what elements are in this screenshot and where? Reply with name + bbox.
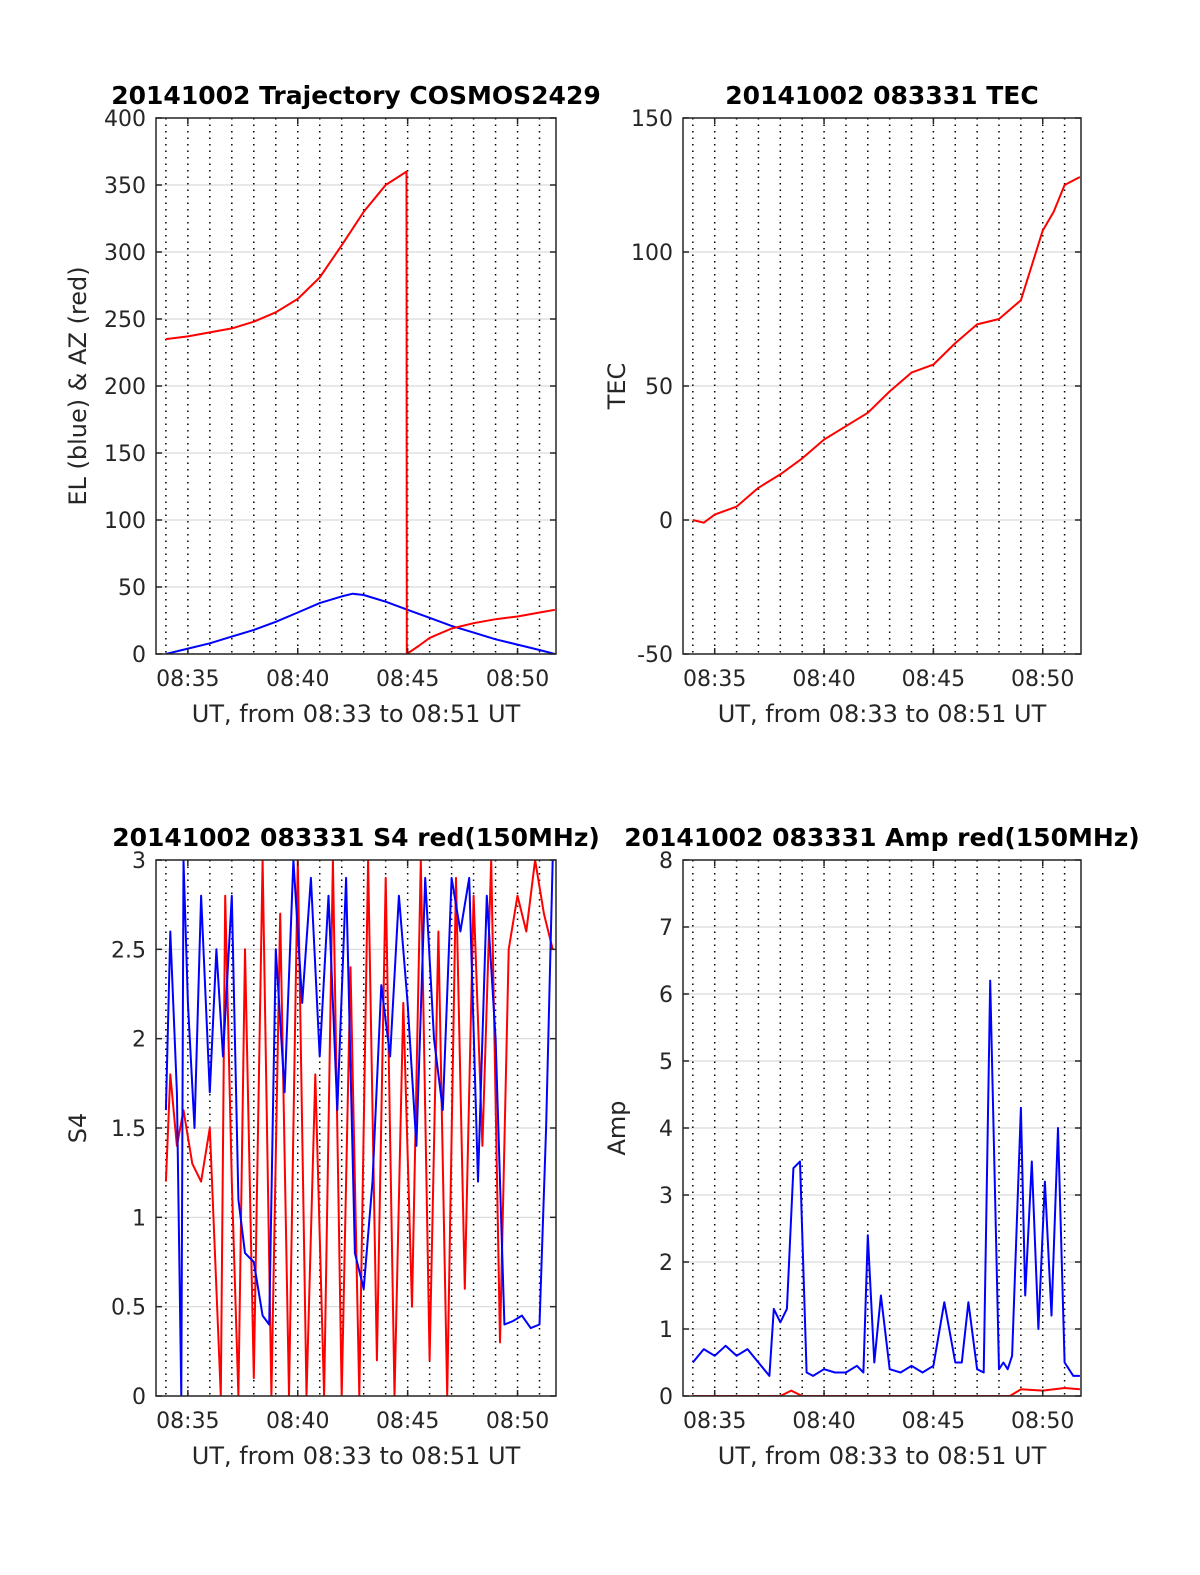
y-tick-label: 150 bbox=[104, 442, 146, 467]
y-tick-label: 50 bbox=[118, 576, 146, 601]
y-tick-label: 300 bbox=[104, 241, 146, 266]
y-tick-label: 4 bbox=[659, 1117, 673, 1142]
x-axis-label: UT, from 08:33 to 08:51 UT bbox=[192, 1442, 521, 1470]
x-tick-label: 08:40 bbox=[792, 1409, 855, 1434]
y-axis-label: Amp bbox=[603, 1100, 631, 1155]
y-tick-label: 0.5 bbox=[111, 1296, 146, 1321]
x-tick-label: 08:35 bbox=[156, 667, 219, 692]
x-tick-label: 08:50 bbox=[486, 1409, 549, 1434]
chart-title: 20141002 Trajectory COSMOS2429 bbox=[111, 81, 601, 110]
x-tick-label: 08:35 bbox=[156, 1409, 219, 1434]
x-tick-label: 08:50 bbox=[1011, 667, 1074, 692]
y-tick-label: 1 bbox=[132, 1206, 146, 1231]
x-tick-label: 08:40 bbox=[792, 667, 855, 692]
y-axis-label: EL (blue) & AZ (red) bbox=[64, 266, 92, 505]
y-tick-label: 250 bbox=[104, 308, 146, 333]
y-tick-label: 1 bbox=[659, 1318, 673, 1343]
x-tick-label: 08:50 bbox=[486, 667, 549, 692]
x-tick-label: 08:45 bbox=[902, 1409, 965, 1434]
y-tick-label: 350 bbox=[104, 174, 146, 199]
y-axis-label: S4 bbox=[64, 1113, 92, 1144]
y-tick-label: 5 bbox=[659, 1050, 673, 1075]
y-tick-label: 200 bbox=[104, 375, 146, 400]
y-tick-label: 3 bbox=[132, 849, 146, 874]
x-axis-label: UT, from 08:33 to 08:51 UT bbox=[718, 1442, 1047, 1470]
x-tick-label: 08:35 bbox=[683, 1409, 746, 1434]
chart-title: 20141002 083331 TEC bbox=[725, 81, 1038, 110]
chart-panel-4: 0 1 2 3 4 5 6 7 8 08:35 08:40 08:45 08:50 20141002 08… bbox=[603, 823, 1140, 1470]
series-blue-line bbox=[165, 592, 556, 654]
x-tick-label: 08:35 bbox=[683, 667, 746, 692]
y-tick-label: 6 bbox=[659, 983, 673, 1008]
y-tick-label: 400 bbox=[104, 107, 146, 132]
y-tick-label: 150 bbox=[631, 107, 673, 132]
y-tick-label: 50 bbox=[645, 375, 673, 400]
series-red-line bbox=[692, 176, 1081, 524]
y-axis-label: TEC bbox=[603, 363, 631, 411]
y-tick-label: 8 bbox=[659, 849, 673, 874]
x-tick-label: 08:45 bbox=[376, 667, 439, 692]
x-axis-label: UT, from 08:33 to 08:51 UT bbox=[192, 700, 521, 728]
y-tick-label: -50 bbox=[637, 643, 673, 668]
y-tick-label: 0 bbox=[659, 1385, 673, 1410]
y-tick-label: 2 bbox=[659, 1251, 673, 1276]
y-tick-label: 0 bbox=[132, 643, 146, 668]
chart-title: 20141002 083331 Amp red(150MHz) bbox=[624, 823, 1140, 852]
y-tick-label: 100 bbox=[104, 509, 146, 534]
y-tick-label: 1.5 bbox=[111, 1117, 146, 1142]
x-tick-label: 08:45 bbox=[376, 1409, 439, 1434]
y-tick-label: 100 bbox=[631, 241, 673, 266]
chart-title: 20141002 083331 S4 red(150MHz) bbox=[112, 823, 600, 852]
x-tick-label: 08:40 bbox=[266, 1409, 329, 1434]
series-red-line bbox=[165, 170, 556, 654]
y-tick-label: 3 bbox=[659, 1184, 673, 1209]
x-axis-label: UT, from 08:33 to 08:51 UT bbox=[718, 700, 1047, 728]
x-tick-label: 08:50 bbox=[1011, 1409, 1074, 1434]
y-tick-label: 0 bbox=[132, 1385, 146, 1410]
y-tick-label: 2.5 bbox=[111, 938, 146, 963]
x-tick-label: 08:45 bbox=[902, 667, 965, 692]
y-tick-label: 2 bbox=[132, 1028, 146, 1053]
y-tick-label: 7 bbox=[659, 916, 673, 941]
series-blue-line bbox=[164, 860, 554, 1396]
series-blue-line bbox=[692, 979, 1080, 1377]
chart-panel-3: 0 0.5 1 1.5 2 2.5 3 08:35 08:40 08:45 08:50 2014100… bbox=[64, 823, 600, 1470]
series-red-line bbox=[164, 860, 554, 1396]
x-tick-label: 08:40 bbox=[266, 667, 329, 692]
series-red-line bbox=[692, 1387, 1080, 1396]
y-tick-label: 0 bbox=[659, 509, 673, 534]
chart-panel-1: 0 50 100 150 200 250 300 350 400 08:35 08:40 08:45 0… bbox=[64, 81, 601, 728]
chart-panel-2: -50 0 50 100 150 08:35 08:40 08:45 08:50 20141002… bbox=[603, 81, 1082, 728]
